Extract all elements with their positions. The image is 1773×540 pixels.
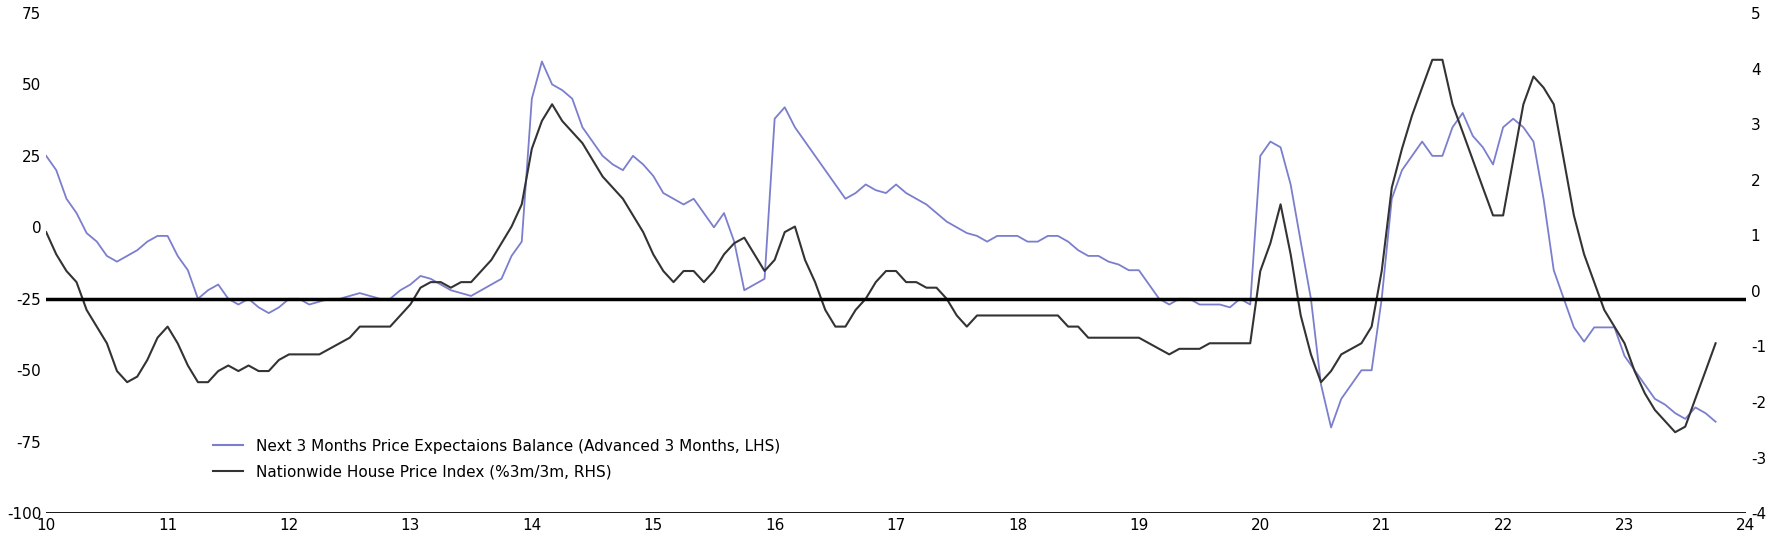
Legend: Next 3 Months Price Expectaions Balance (Advanced 3 Months, LHS), Nationwide Hou: Next 3 Months Price Expectaions Balance … <box>207 433 785 485</box>
